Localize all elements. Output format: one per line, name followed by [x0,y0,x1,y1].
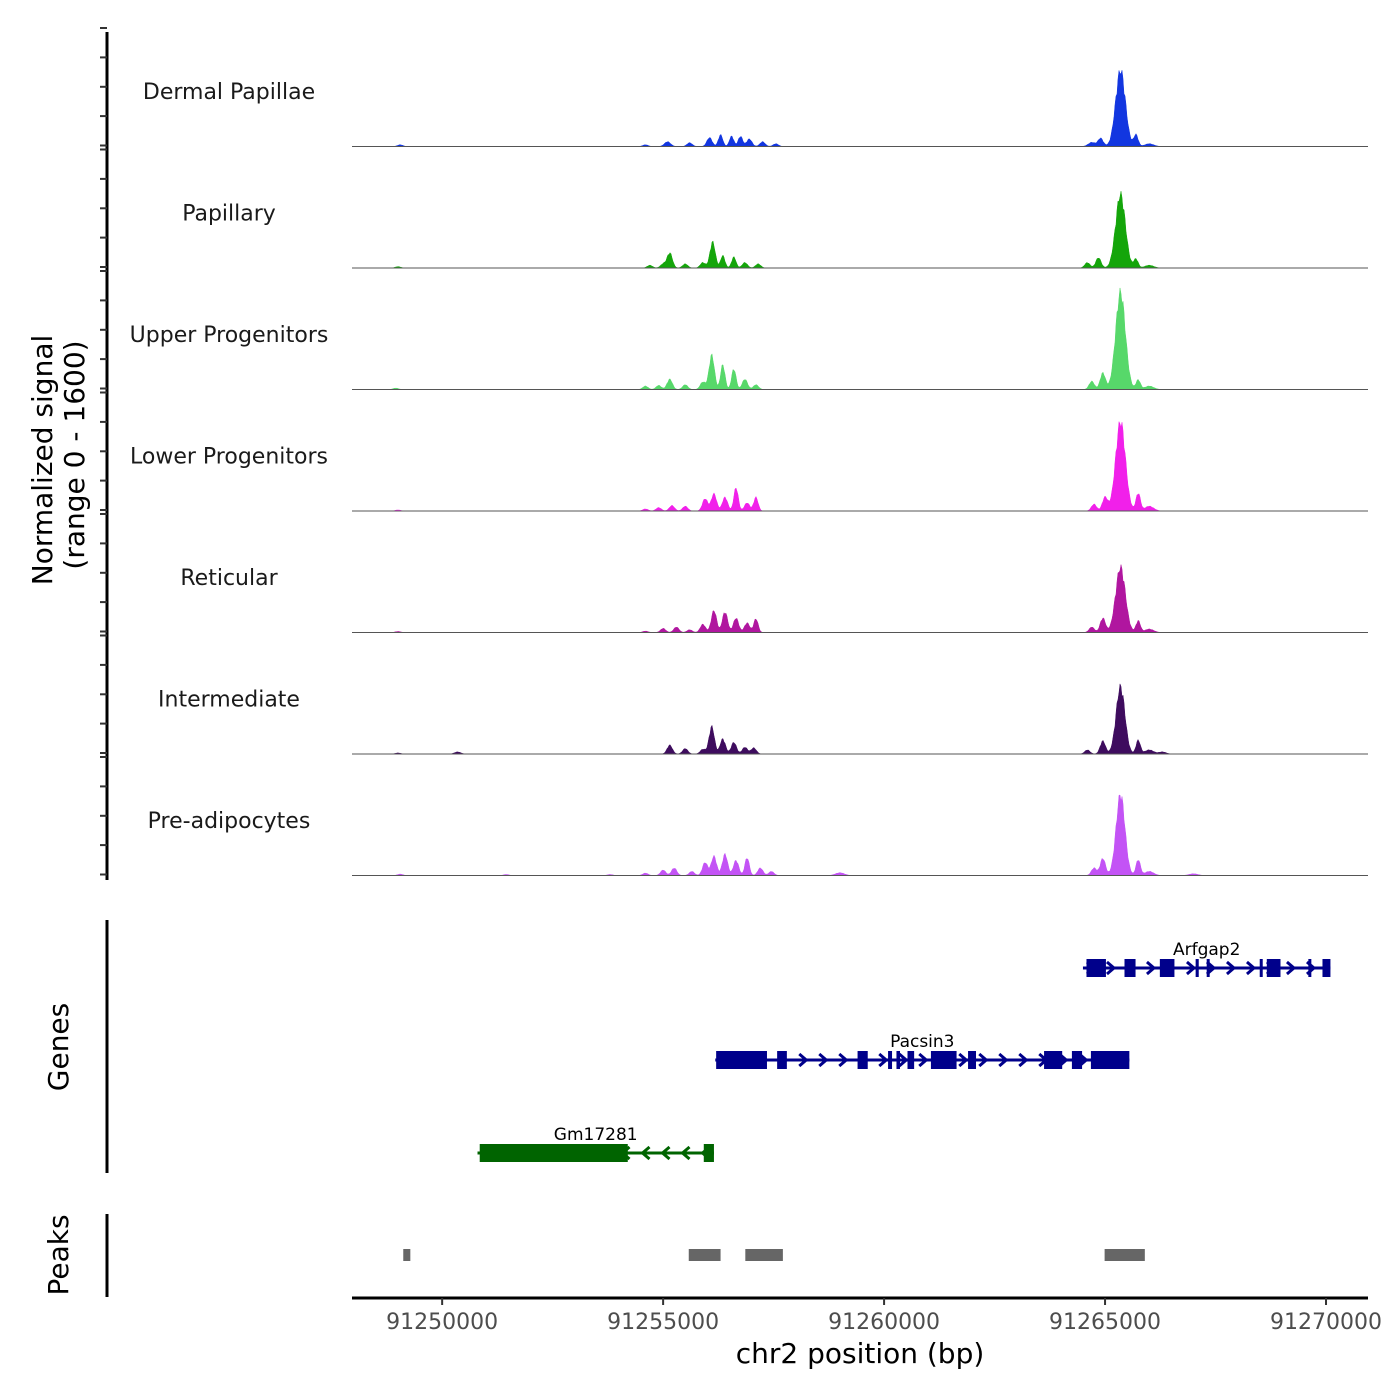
x-tick-label: 91255000 [607,1310,719,1335]
strand-arrow [798,1052,809,1068]
strand-arrow [1245,960,1257,976]
signal-track: Upper Progenitors [130,287,1368,390]
signal-track: Pre-adipocytes [148,794,1368,876]
strand-arrow [1018,1052,1029,1068]
track-label: Dermal Papillae [143,80,315,105]
signal-track: Intermediate [158,683,1368,755]
gene-label: Arfgap2 [1173,940,1240,960]
strand-arrow [1285,960,1297,976]
exon [907,1051,915,1069]
strand-arrow [898,1052,909,1068]
strand-arrow [918,1052,929,1068]
exon [1086,959,1106,977]
exon [1044,1051,1063,1069]
exon [968,1051,977,1069]
exon [1266,959,1281,977]
signal-area [352,70,1368,147]
track-label: Reticular [180,566,278,591]
x-axis-title: chr2 position (bp) [736,1337,985,1370]
track-label: Upper Progenitors [130,323,329,348]
track-label: Intermediate [158,688,300,713]
strand-arrow [978,1052,989,1068]
strand-arrow [660,1145,671,1161]
signal-area [352,564,1368,633]
exon [1322,959,1331,977]
exon [1308,959,1312,977]
strand-arrow [878,1052,889,1068]
strand-arrow [1185,960,1197,976]
peak [403,1249,411,1261]
signal-y-axis [100,27,109,880]
peak [1104,1249,1145,1261]
peak [745,1249,783,1261]
gene-model: Pacsin3 [715,1032,1130,1069]
exon [1124,959,1136,977]
exon [896,1051,900,1069]
strand-arrow [818,1052,829,1068]
strand-arrow [1105,960,1117,976]
gene-model: Gm17281 [477,1125,714,1162]
signal-track: Lower Progenitors [130,420,1368,512]
exon [1259,959,1263,977]
genes-panel-label: Genes [42,1003,75,1091]
x-axis: 91250000 91255000 91260000 91265000 91270000 [352,1296,1382,1335]
signal-area [352,683,1368,755]
strand-arrow [958,1052,969,1068]
gene-label: Pacsin3 [890,1032,954,1052]
track-label: Lower Progenitors [130,445,328,470]
strand-arrow [640,1145,651,1161]
exon [703,1144,714,1162]
track-label: Pre-adipocytes [148,809,311,834]
signal-area [352,287,1368,390]
signal-area [352,420,1368,512]
signal-tracks: Dermal Papillae Papillary Upper Progenitor… [130,70,1368,876]
exon [1206,959,1210,977]
exon [888,1051,893,1069]
y-axis-title-line2: (range 0 - 1600) [58,340,91,569]
signal-area [352,191,1368,269]
strand-arrow [1145,960,1157,976]
signal-track: Dermal Papillae [143,70,1368,147]
gene-model: Arfgap2 [1082,940,1331,977]
y-axis-title-line1: Normalized signal [26,335,59,586]
signal-area [352,794,1368,876]
exon [1195,959,1199,977]
peaks-panel [403,1249,1145,1261]
exon [1071,1051,1083,1069]
x-tick-label: 91265000 [1049,1310,1161,1335]
peaks-panel-label: Peaks [42,1214,75,1295]
gene-label: Gm17281 [554,1125,638,1145]
x-tick-label: 91270000 [1270,1310,1382,1335]
strand-arrow [838,1052,849,1068]
signal-track: Papillary [182,191,1368,269]
exon [716,1051,767,1069]
exon [930,1051,957,1069]
exon [1159,959,1175,977]
peak [688,1249,721,1261]
x-tick-label: 91250000 [386,1310,498,1335]
strand-arrow [1225,960,1237,976]
strand-arrow [680,1145,691,1161]
signal-track: Reticular [180,564,1368,633]
genes-panel: Arfgap2 Pacsin3 Gm17281 [477,940,1331,1162]
x-tick-label: 91260000 [828,1310,940,1335]
strand-arrow [998,1052,1009,1068]
exon [479,1144,628,1162]
exon [857,1051,868,1069]
track-label: Papillary [182,202,276,227]
exon [1090,1051,1130,1069]
exon [777,1051,787,1069]
